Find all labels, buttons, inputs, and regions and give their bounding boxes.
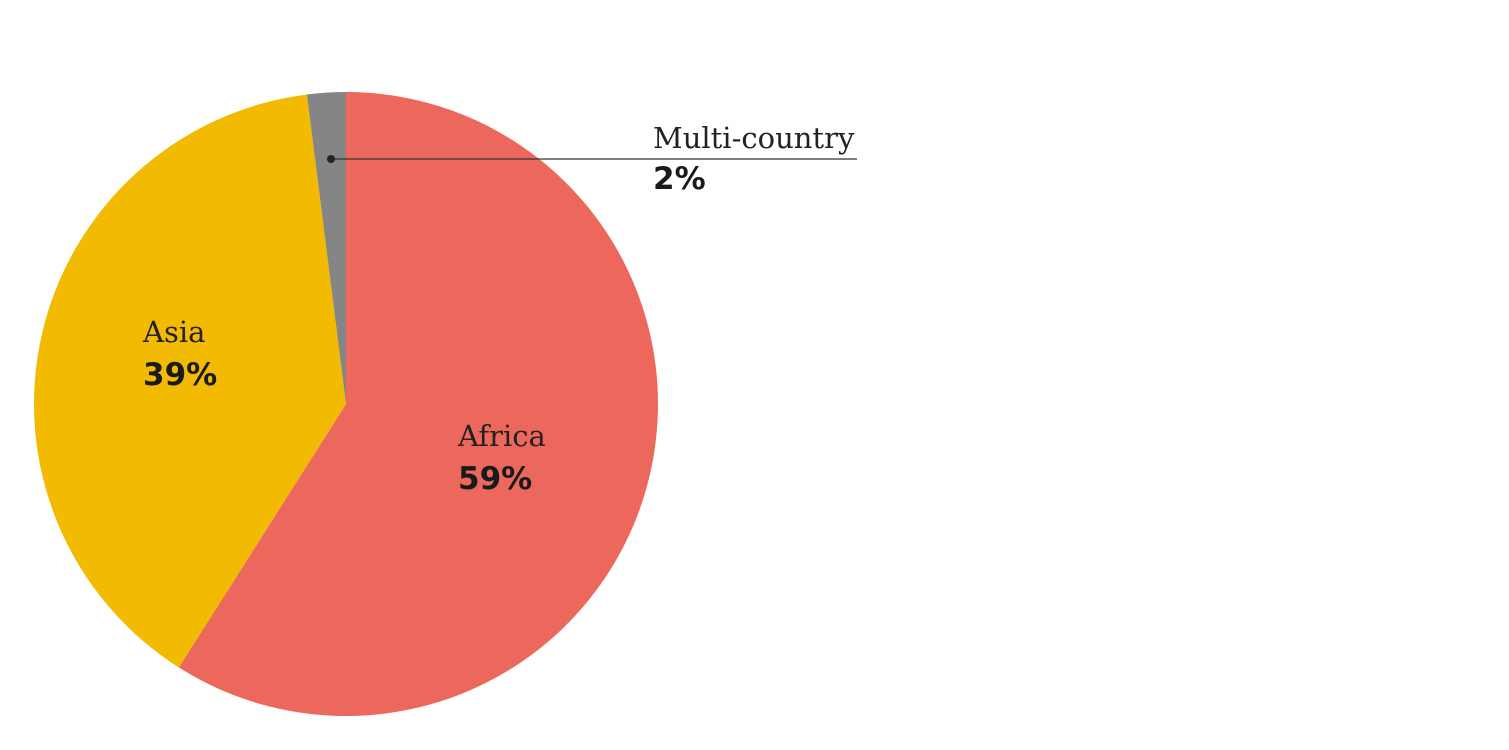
pie-slice-asia [33, 94, 347, 668]
label-asia-value: 39% [143, 357, 217, 393]
label-africa-name: Africa [457, 419, 546, 453]
leader-dot-multi-country [327, 155, 335, 163]
pie-slice-multi-country [306, 92, 346, 404]
label-asia-name: Asia [142, 315, 205, 349]
label-africa-value: 59% [458, 461, 532, 497]
pie-slices [33, 92, 659, 716]
label-multi-country-value: 2% [653, 161, 706, 197]
pie-slice-africa [178, 92, 659, 716]
label-multi-country-name: Multi-country [653, 121, 855, 155]
